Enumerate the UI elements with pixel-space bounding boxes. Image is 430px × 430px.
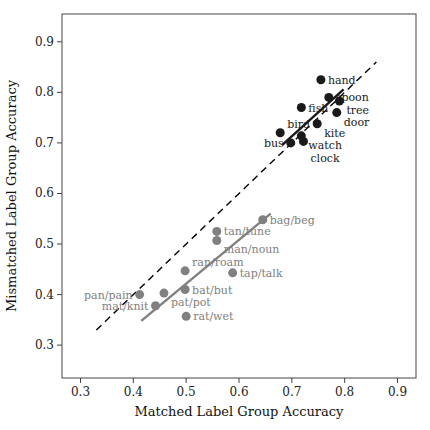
point-label: spoon <box>336 91 369 104</box>
point <box>313 119 322 128</box>
point <box>212 236 221 245</box>
x-tick <box>344 378 345 383</box>
x-tick <box>291 378 292 383</box>
x-tick-label: 0.3 <box>71 385 90 399</box>
x-tick-label: 0.9 <box>388 385 407 399</box>
point-label: ran/roam <box>192 256 244 269</box>
plot-area <box>96 62 376 330</box>
y-tick-label: 0.4 <box>35 288 54 302</box>
y-tick <box>57 41 62 42</box>
point <box>297 103 306 112</box>
point-label: mat/knit <box>102 300 149 313</box>
plot-frame <box>62 14 416 378</box>
point <box>299 137 308 146</box>
chart: 0.3 0.4 0.5 0.6 0.7 0.8 0.9 0.3 0.4 0.5 0.6 0.7 0.8 0… <box>0 0 430 430</box>
point <box>151 301 160 310</box>
point-label: clock <box>310 152 339 165</box>
point-label: rat/wet <box>193 310 234 323</box>
point-label: bag/beg <box>270 214 315 227</box>
point-labels: handspoontreefishdoorkitebirdwatchclockb… <box>84 74 370 324</box>
y-tick-label: 0.3 <box>35 338 54 352</box>
point-label: pat/pot <box>171 296 211 309</box>
point-label: bird <box>287 118 310 131</box>
point <box>135 290 144 299</box>
point <box>258 215 267 224</box>
line <box>96 62 376 330</box>
point <box>181 285 190 294</box>
x-axis-label: Matched Label Group Accuracy <box>135 404 345 419</box>
point <box>159 289 168 298</box>
x-tick <box>133 378 134 383</box>
x-tick <box>186 378 187 383</box>
point-label: bat/but <box>192 284 233 297</box>
point <box>332 108 341 117</box>
point-label: door <box>344 116 370 129</box>
y-tick <box>57 294 62 295</box>
point-label: tap/talk <box>240 267 283 280</box>
point <box>286 138 295 147</box>
x-tick-label: 0.6 <box>229 385 248 399</box>
point <box>212 227 221 236</box>
y-tick-label: 0.6 <box>35 186 54 200</box>
y-tick-label: 0.7 <box>35 136 54 150</box>
y-tick-label: 0.5 <box>35 237 54 251</box>
point-label: kite <box>324 127 345 140</box>
x-tick-label: 0.8 <box>335 385 354 399</box>
point <box>316 75 325 84</box>
point <box>181 266 190 275</box>
point <box>228 268 237 277</box>
point <box>182 312 191 321</box>
y-tick <box>57 92 62 93</box>
point-label: watch <box>308 139 342 152</box>
x-tick-label: 0.4 <box>124 385 143 399</box>
y-tick <box>57 244 62 245</box>
x-tick-label: 0.5 <box>177 385 196 399</box>
x-tick-label: 0.7 <box>282 385 301 399</box>
y-axis-label: Mismatched Label Group Accuracy <box>4 79 19 312</box>
y-tick-label: 0.8 <box>35 85 54 99</box>
lines <box>96 62 376 330</box>
point-label: tan/tune <box>224 225 271 238</box>
point-label: hand <box>328 74 356 87</box>
points <box>135 75 344 321</box>
point-label: bus <box>264 137 284 150</box>
x-tick <box>80 378 81 383</box>
point-label: man/noun <box>224 243 280 256</box>
x-tick <box>239 378 240 383</box>
y-tick <box>57 193 62 194</box>
point-label: fish <box>308 102 328 115</box>
y-tick <box>57 345 62 346</box>
y-tick-label: 0.9 <box>35 35 54 49</box>
y-tick <box>57 142 62 143</box>
axes: 0.3 0.4 0.5 0.6 0.7 0.8 0.9 0.3 0.4 0.5 0.6 0.7 0.8 0… <box>35 35 407 399</box>
x-tick <box>397 378 398 383</box>
